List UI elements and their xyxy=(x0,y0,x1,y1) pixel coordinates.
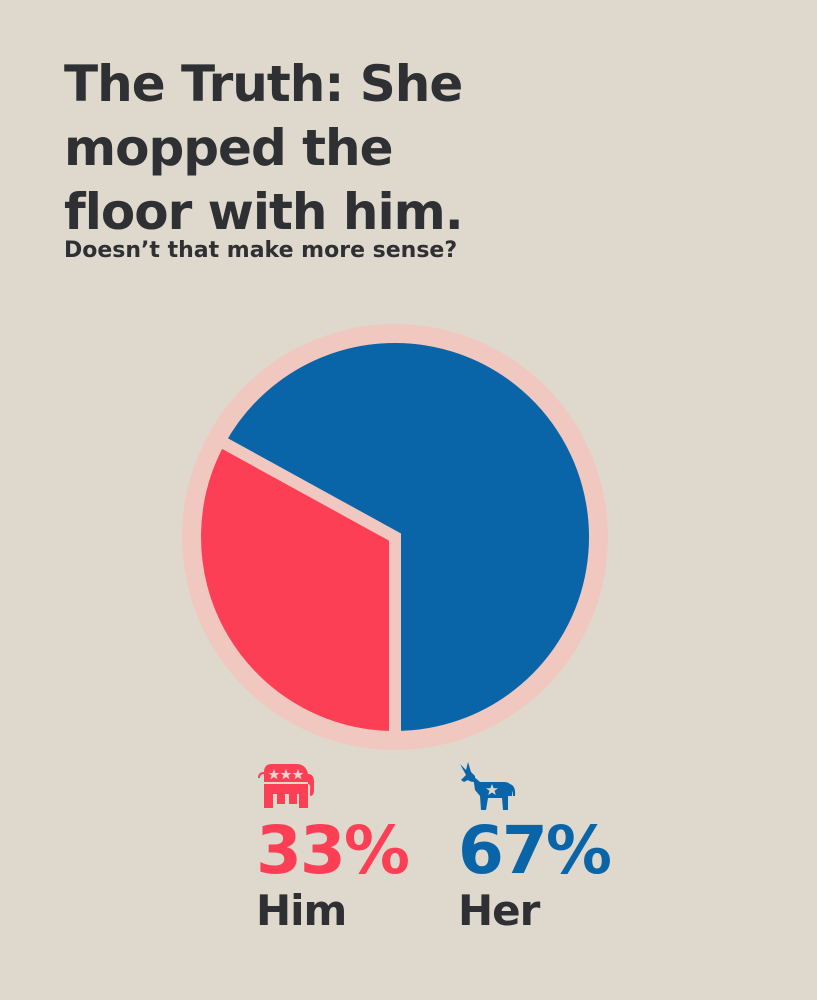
subtitle: Doesn’t that make more sense? xyxy=(64,238,458,263)
him-percentage: 33% xyxy=(256,812,410,889)
pie-slices xyxy=(189,331,601,744)
pie-outer-ring xyxy=(182,324,608,750)
republican-elephant-icon xyxy=(258,764,314,808)
headline-line-2: mopped the xyxy=(64,119,394,177)
her-label: Her xyxy=(458,886,540,935)
legend-item-her: 67% Her xyxy=(458,760,658,936)
headline-line-1: The Truth: She xyxy=(64,55,463,113)
him-label: Him xyxy=(256,886,347,935)
headline: The Truth: She mopped the floor with him… xyxy=(64,52,764,244)
headline-line-3: floor with him. xyxy=(64,183,464,241)
her-percentage: 67% xyxy=(458,812,612,889)
pie-slice-him xyxy=(189,432,401,744)
legend-item-him: 33% Him xyxy=(256,760,456,936)
democratic-donkey-icon xyxy=(460,762,516,810)
pie-slice-her xyxy=(211,331,601,744)
